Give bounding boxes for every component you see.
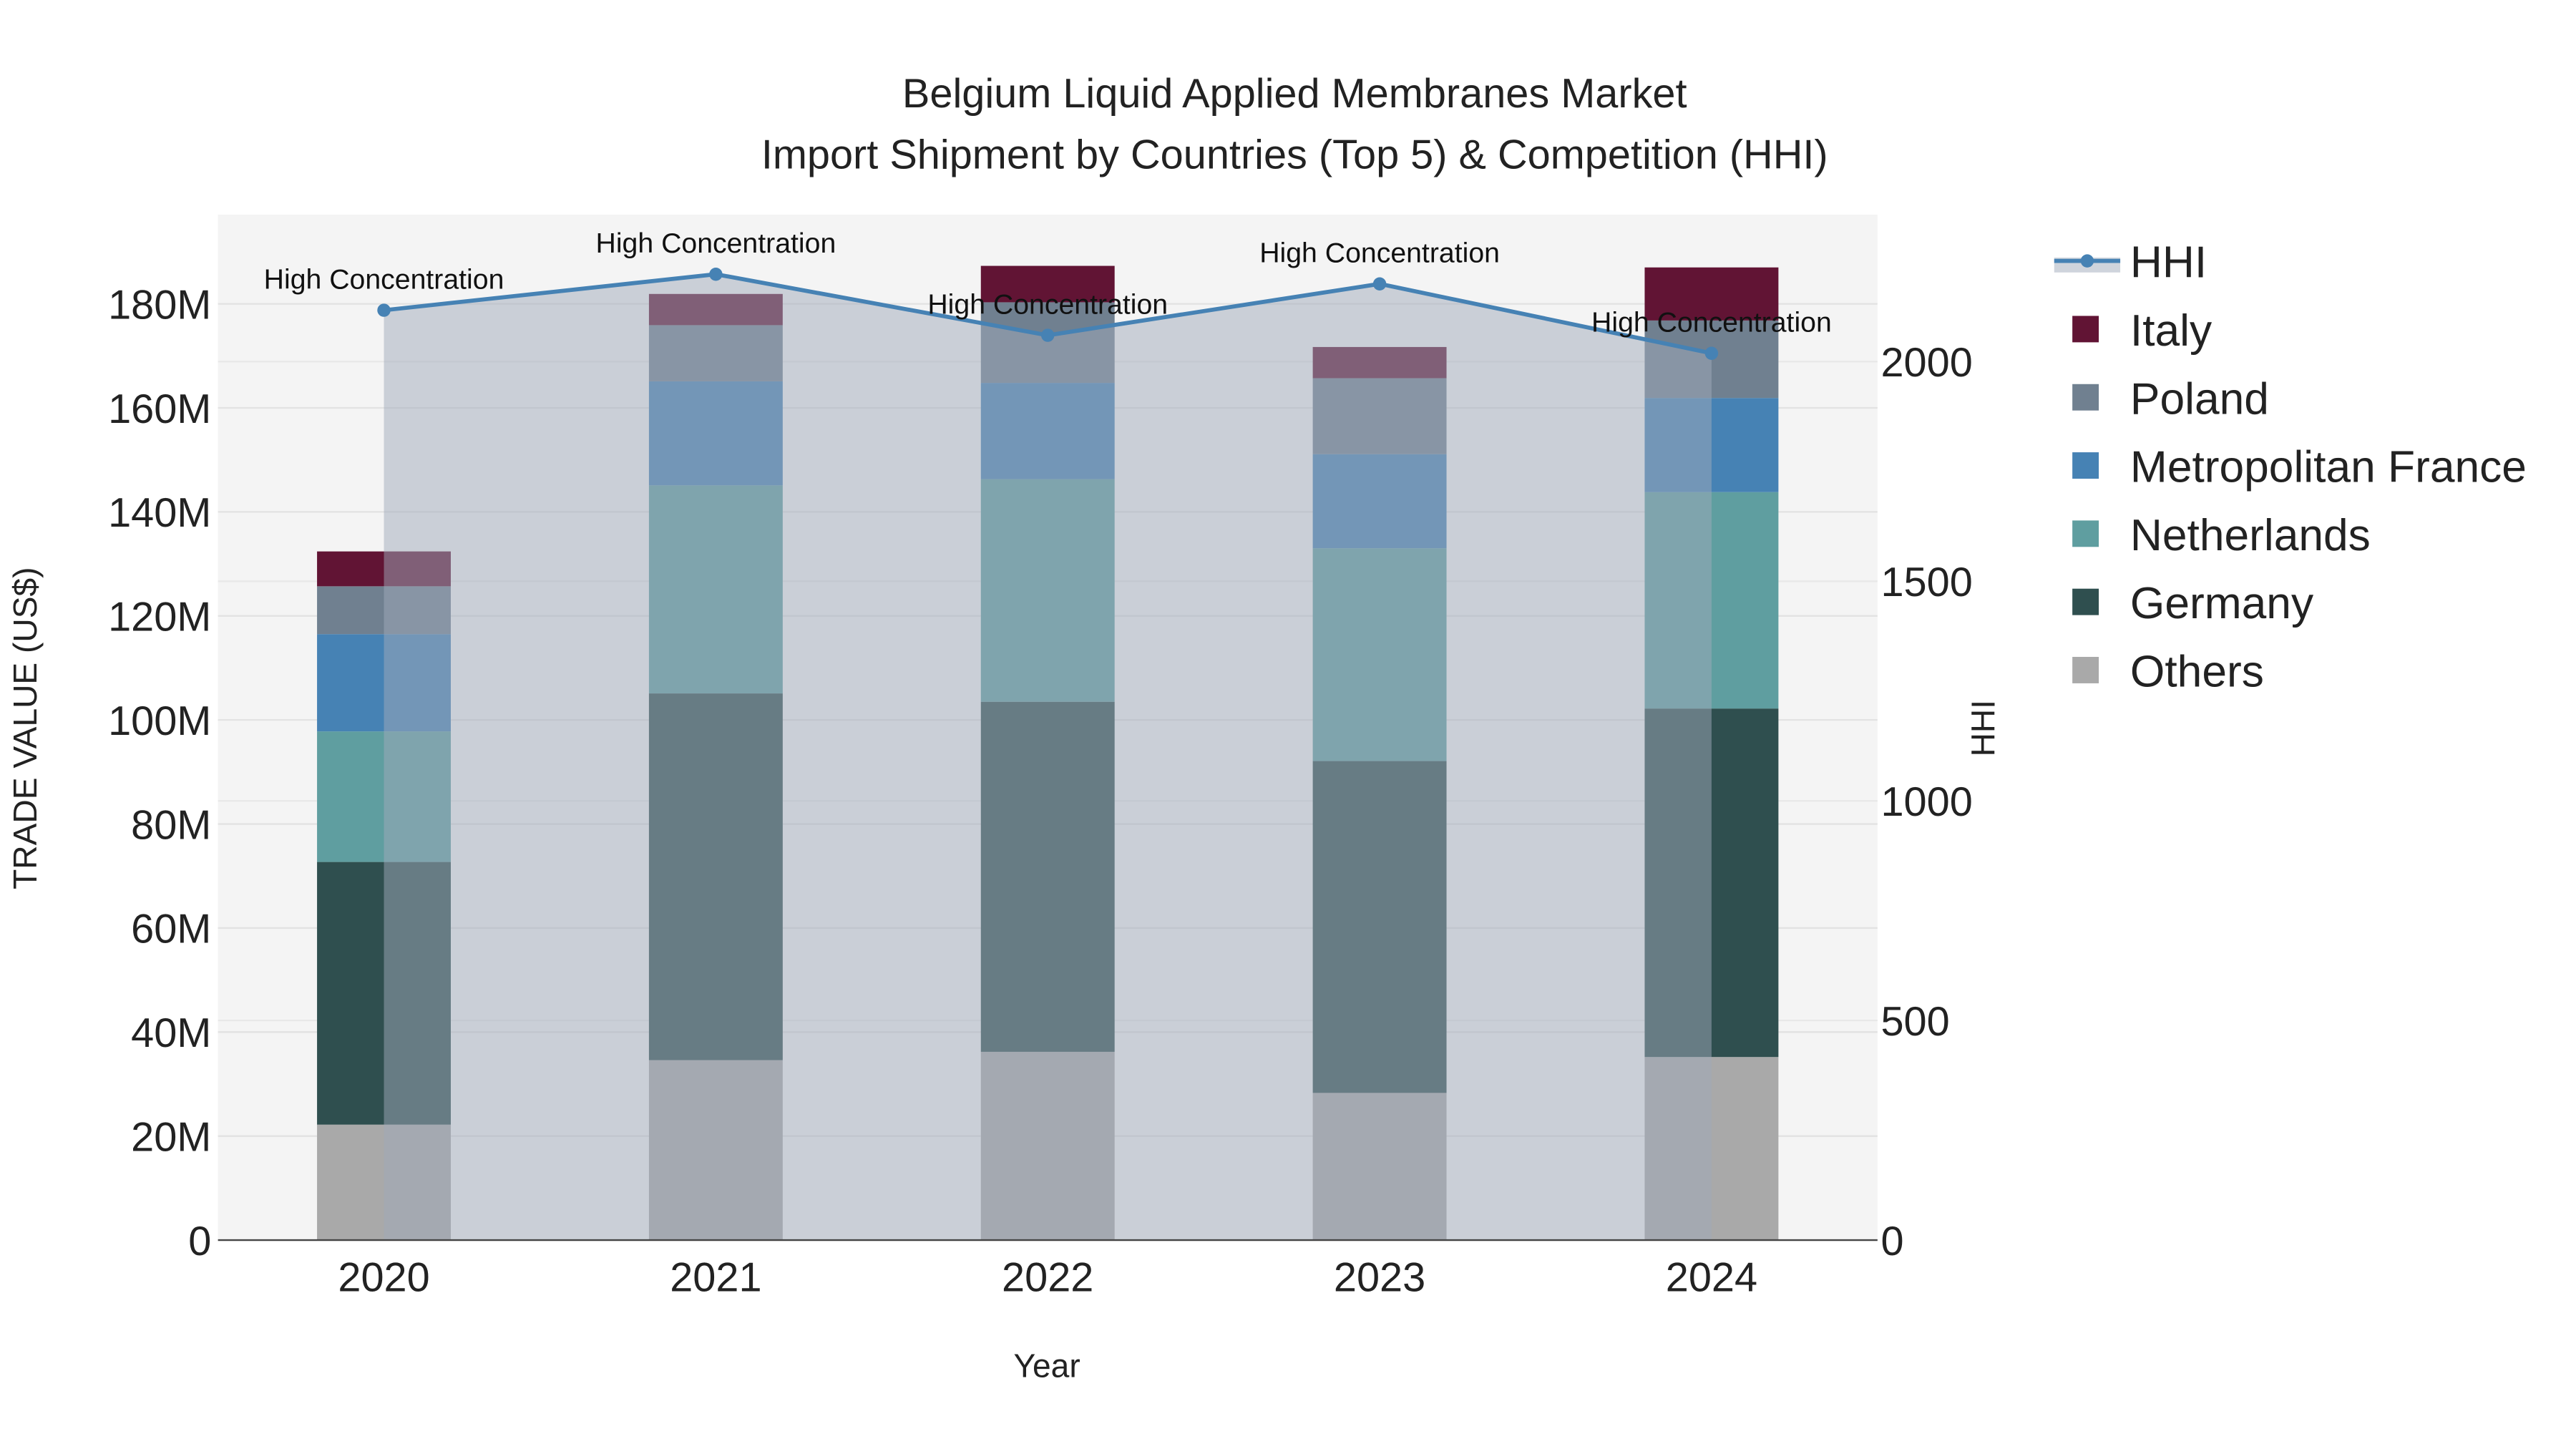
hhi-point: [1372, 277, 1387, 291]
legend-item-netherlands: Netherlands: [2072, 511, 2371, 560]
hhi-point: [377, 303, 391, 317]
y-tick-label: 20M: [131, 1114, 211, 1160]
y2-axis-label: HHI: [1965, 700, 2002, 756]
legend: HHI Italy Poland Metropolitan France Netherl…: [2054, 238, 2527, 697]
legend-swatch: [2072, 520, 2099, 547]
y-tick-label: 120M: [108, 595, 211, 640]
chart-title-line1: Belgium Liquid Applied Membranes Market: [902, 71, 1687, 117]
legend-label: Poland: [2130, 374, 2269, 424]
x-tick-label: 2023: [1334, 1255, 1425, 1301]
legend-item-poland: Poland: [2072, 374, 2269, 424]
y2-tick-label: 500: [1880, 999, 1949, 1045]
hhi-area-fill: [384, 274, 1712, 1241]
x-tick-label: 2022: [1002, 1255, 1093, 1301]
legend-marker: [2080, 254, 2094, 268]
x-tick-label: 2021: [670, 1255, 761, 1301]
x-tick-label: 2024: [1666, 1255, 1757, 1301]
hhi-annotation: High Concentration: [596, 228, 836, 259]
y-tick-label: 80M: [131, 802, 211, 848]
legend-swatch: [2072, 452, 2099, 479]
y-axis-ticks: 0 20M 40M 60M 80M 100M 120M 140M 160M 180M: [108, 282, 211, 1264]
legend-item-hhi: HHI: [2054, 238, 2207, 288]
legend-label: HHI: [2130, 238, 2207, 288]
hhi-annotation: High Concentration: [1591, 307, 1832, 338]
legend-label: Netherlands: [2130, 511, 2371, 560]
legend-label: Others: [2130, 648, 2264, 697]
y-tick-label: 60M: [131, 907, 211, 952]
legend-label: Italy: [2130, 306, 2212, 356]
y2-tick-label: 1500: [1880, 560, 1972, 605]
y2-tick-label: 2000: [1880, 340, 1972, 386]
x-tick-label: 2020: [338, 1255, 429, 1301]
y-tick-label: 180M: [108, 282, 211, 328]
y-tick-label: 160M: [108, 386, 211, 432]
hhi-line: High Concentration High Concentration High…: [264, 228, 1832, 360]
y2-tick-label: 1000: [1880, 779, 1972, 825]
legend-item-metropolitan-france: Metropolitan France: [2072, 443, 2527, 492]
legend-item-germany: Germany: [2072, 579, 2314, 628]
legend-label: Germany: [2130, 579, 2314, 628]
bar-italy: [980, 265, 1115, 303]
legend-item-italy: Italy: [2072, 306, 2212, 356]
legend-label: Metropolitan France: [2130, 443, 2527, 492]
y2-axis-ticks: 0 500 1000 1500 2000: [1880, 340, 1972, 1264]
hhi-point: [1704, 346, 1719, 360]
x-axis-ticks: 2020 2021 2022 2023 2024: [338, 1255, 1757, 1301]
hhi-point: [1041, 328, 1055, 342]
hhi-annotation: High Concentration: [1259, 238, 1500, 269]
bar-italy: [1644, 267, 1779, 321]
legend-swatch: [2072, 384, 2099, 411]
hhi-annotation: High Concentration: [264, 264, 504, 296]
hhi-point: [709, 267, 723, 281]
y-tick-label: 100M: [108, 698, 211, 744]
legend-swatch: [2072, 316, 2099, 343]
legend-item-others: Others: [2072, 648, 2264, 697]
legend-swatch: [2072, 588, 2099, 615]
y-tick-label: 40M: [131, 1010, 211, 1056]
y2-tick-label: 0: [1880, 1219, 1903, 1264]
legend-swatch: [2072, 657, 2099, 683]
hhi-area: [384, 274, 1712, 1241]
hhi-annotation: High Concentration: [927, 289, 1168, 321]
y-axis-label: TRADE VALUE (US$): [6, 567, 44, 889]
chart-title-line2: Import Shipment by Countries (Top 5) & C…: [761, 132, 1828, 177]
y-tick-label: 140M: [108, 490, 211, 536]
y-tick-label: 0: [188, 1219, 211, 1264]
x-axis-label: Year: [1013, 1347, 1080, 1385]
